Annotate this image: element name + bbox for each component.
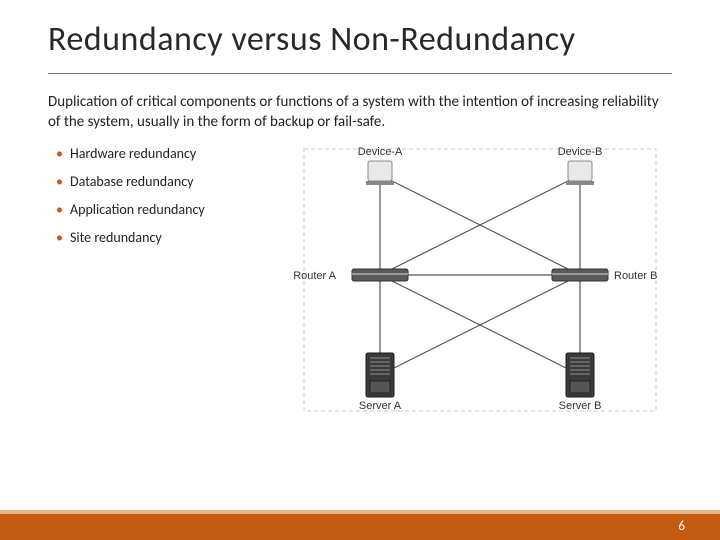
redundancy-diagram: Device-A Device-B Router A Router B Server A…	[288, 145, 672, 415]
svg-text:Server B: Server B	[559, 400, 602, 412]
slide-subtitle: Duplication of critical components or fu…	[48, 92, 668, 133]
list-item: Site redundancy	[56, 229, 288, 246]
svg-text:Router A: Router A	[293, 270, 336, 282]
bullet-list: Hardware redundancy Database redundancy …	[48, 145, 288, 415]
title-divider	[48, 73, 672, 74]
list-item: Application redundancy	[56, 201, 288, 218]
svg-text:Router B: Router B	[614, 270, 657, 282]
page-number: 6	[678, 519, 685, 534]
svg-text:Device-A: Device-A	[358, 146, 403, 158]
svg-text:Device-B: Device-B	[558, 146, 603, 158]
list-item: Hardware redundancy	[56, 145, 288, 162]
svg-text:Server A: Server A	[359, 400, 402, 412]
footer-bar: 6	[0, 510, 720, 540]
slide-title: Redundancy versus Non-Redundancy	[48, 20, 672, 59]
list-item: Database redundancy	[56, 173, 288, 190]
